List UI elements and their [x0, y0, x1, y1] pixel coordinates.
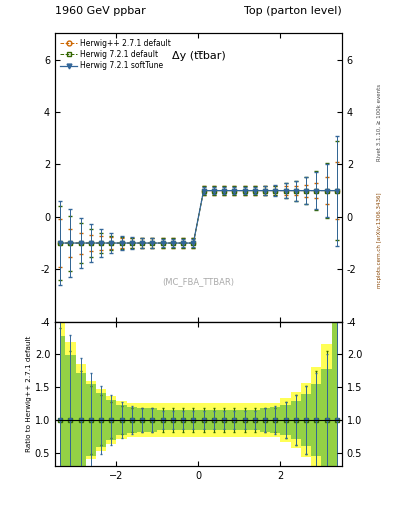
Text: (MC_FBA_TTBAR): (MC_FBA_TTBAR) [162, 277, 235, 286]
Legend: Herwig++ 2.7.1 default, Herwig 7.2.1 default, Herwig 7.2.1 softTune: Herwig++ 2.7.1 default, Herwig 7.2.1 def… [59, 37, 173, 72]
Text: Δy (tt̅bar): Δy (tt̅bar) [172, 51, 225, 60]
Text: Top (parton level): Top (parton level) [244, 6, 342, 16]
Y-axis label: Ratio to Herwig++ 2.7.1 default: Ratio to Herwig++ 2.7.1 default [26, 336, 32, 452]
Text: Rivet 3.1.10, ≥ 100k events: Rivet 3.1.10, ≥ 100k events [377, 84, 382, 161]
Text: 1960 GeV ppbar: 1960 GeV ppbar [55, 6, 146, 16]
Text: mcplots.cern.ch [arXiv:1306.3436]: mcplots.cern.ch [arXiv:1306.3436] [377, 193, 382, 288]
